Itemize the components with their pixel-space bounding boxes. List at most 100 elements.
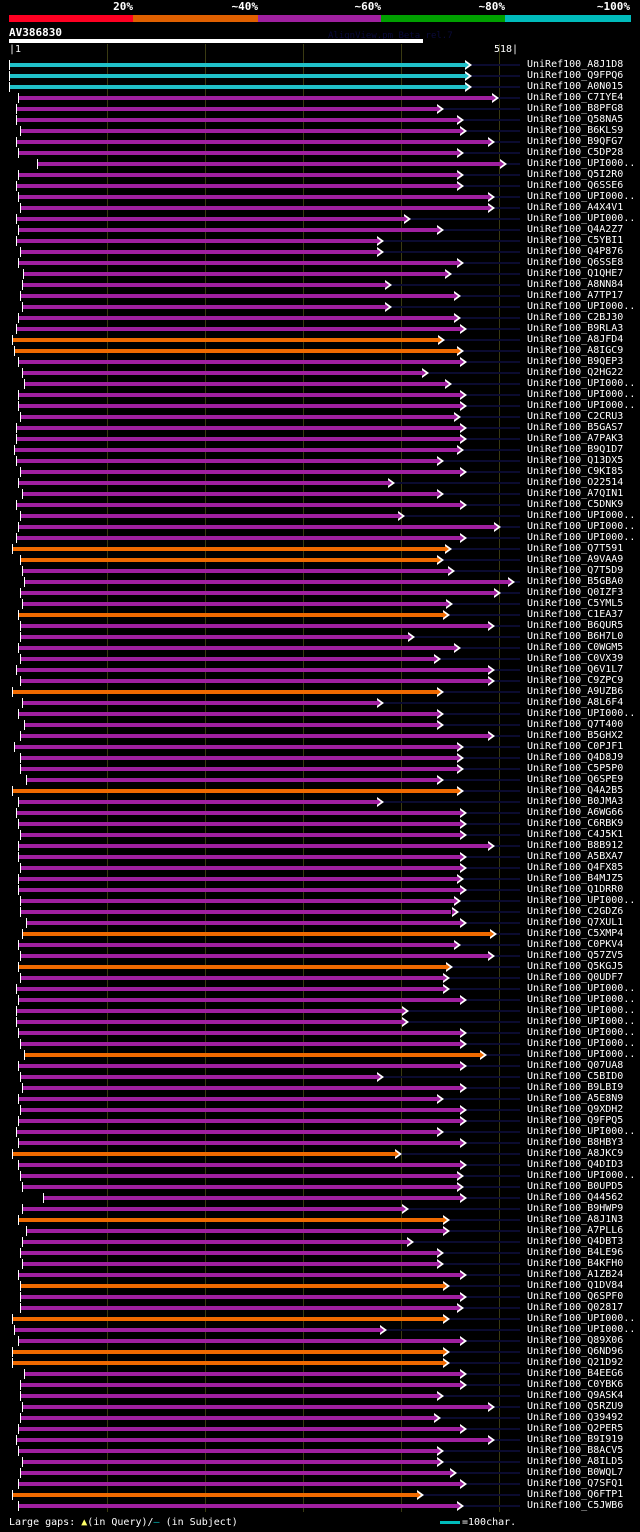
alignment-bar[interactable] [18, 404, 461, 408]
hit-row[interactable]: UniRef100_A8NN84 [0, 279, 640, 291]
alignment-bar[interactable] [20, 1174, 458, 1178]
hit-label[interactable]: UniRef100_B4LE96 [527, 1247, 624, 1258]
alignment-bar[interactable] [20, 1471, 450, 1475]
alignment-bar[interactable] [18, 1449, 437, 1453]
hit-label[interactable]: UniRef100_Q4A2B5 [527, 785, 624, 796]
alignment-bar[interactable] [18, 943, 455, 947]
hit-label[interactable]: UniRef100_UPI000.. [527, 510, 636, 521]
alignment-bar[interactable] [18, 261, 458, 265]
alignment-bar[interactable] [18, 525, 495, 529]
hit-label[interactable]: UniRef100_Q6V1L7 [527, 664, 624, 675]
hit-row[interactable]: UniRef100_UPI000.. [0, 400, 640, 412]
hit-label[interactable]: UniRef100_A7PAK3 [527, 433, 624, 444]
hit-row[interactable]: UniRef100_B8PFG8 [0, 103, 640, 115]
hit-label[interactable]: UniRef100_B9QFG7 [527, 136, 624, 147]
hit-row[interactable]: UniRef100_C7IYE4 [0, 92, 640, 104]
alignment-bar[interactable] [16, 239, 378, 243]
alignment-bar[interactable] [20, 910, 452, 914]
hit-row[interactable]: UniRef100_B9RLA3 [0, 323, 640, 335]
alignment-bar[interactable] [18, 877, 458, 881]
hit-row[interactable]: UniRef100_Q5RZU9 [0, 1401, 640, 1413]
hit-row[interactable]: UniRef100_Q9FPQ5 [0, 1115, 640, 1127]
alignment-bar[interactable] [20, 1383, 461, 1387]
hit-label[interactable]: UniRef100_Q21D92 [527, 1357, 624, 1368]
alignment-bar[interactable] [18, 844, 488, 848]
hit-row[interactable]: UniRef100_Q6SSE6 [0, 180, 640, 192]
alignment-bar[interactable] [12, 1493, 418, 1497]
alignment-bar[interactable] [22, 1460, 437, 1464]
hit-row[interactable]: UniRef100_Q6FTP1 [0, 1489, 640, 1501]
hit-label[interactable]: UniRef100_Q7SFQ1 [527, 1478, 624, 1489]
hit-row[interactable]: UniRef100_C5DP28 [0, 147, 640, 159]
hit-row[interactable]: UniRef100_A6WG66 [0, 807, 640, 819]
hit-label[interactable]: UniRef100_Q6FTP1 [527, 1489, 624, 1500]
hit-row[interactable]: UniRef100_A7TP17 [0, 290, 640, 302]
hit-row[interactable]: UniRef100_A9UZB6 [0, 686, 640, 698]
hit-label[interactable]: UniRef100_UPI000.. [527, 1027, 636, 1038]
alignment-bar[interactable] [38, 162, 501, 166]
alignment-bar[interactable] [18, 1141, 461, 1145]
hit-row[interactable]: UniRef100_Q07UA8 [0, 1060, 640, 1072]
hit-row[interactable]: UniRef100_UPI000.. [0, 213, 640, 225]
hit-label[interactable]: UniRef100_B6QUR5 [527, 620, 624, 631]
hit-label[interactable]: UniRef100_Q02817 [527, 1302, 624, 1313]
hit-label[interactable]: UniRef100_C5JWB6 [527, 1500, 624, 1511]
hit-row[interactable]: UniRef100_C5JWB6 [0, 1500, 640, 1512]
alignment-bar[interactable] [10, 74, 466, 78]
hit-row[interactable]: UniRef100_Q4D8J9 [0, 752, 640, 764]
hit-row[interactable]: UniRef100_UPI000.. [0, 521, 640, 533]
hit-row[interactable]: UniRef100_C0YBK6 [0, 1379, 640, 1391]
alignment-bar[interactable] [22, 492, 437, 496]
hit-row[interactable]: UniRef100_B5GAS7 [0, 422, 640, 434]
hit-row[interactable]: UniRef100_A1ZB24 [0, 1269, 640, 1281]
hit-label[interactable]: UniRef100_Q4DBT3 [527, 1236, 624, 1247]
hit-row[interactable]: UniRef100_Q7T400 [0, 719, 640, 731]
hit-row[interactable]: UniRef100_B0JMA3 [0, 796, 640, 808]
alignment-bar[interactable] [18, 1427, 461, 1431]
hit-label[interactable]: UniRef100_B8ACV5 [527, 1445, 624, 1456]
hit-row[interactable]: UniRef100_Q4A2Z7 [0, 224, 640, 236]
alignment-bar[interactable] [16, 1020, 402, 1024]
hit-row[interactable]: UniRef100_UPI000.. [0, 895, 640, 907]
hit-label[interactable]: UniRef100_Q4DID3 [527, 1159, 624, 1170]
hit-row[interactable]: UniRef100_Q2HG22 [0, 367, 640, 379]
hit-label[interactable]: UniRef100_UPI000.. [527, 301, 636, 312]
alignment-bar[interactable] [26, 1229, 443, 1233]
alignment-bar[interactable] [16, 107, 437, 111]
hit-label[interactable]: UniRef100_C1EA37 [527, 609, 624, 620]
hit-row[interactable]: UniRef100_UPI000.. [0, 708, 640, 720]
hit-label[interactable]: UniRef100_A5E8N9 [527, 1093, 624, 1104]
hit-row[interactable]: UniRef100_C0PJF1 [0, 741, 640, 753]
hit-row[interactable]: UniRef100_Q4A2B5 [0, 785, 640, 797]
hit-label[interactable]: UniRef100_Q6SSE6 [527, 180, 624, 191]
hit-label[interactable]: UniRef100_A8IGC9 [527, 345, 624, 356]
hit-label[interactable]: UniRef100_C0WGM5 [527, 642, 624, 653]
hit-label[interactable]: UniRef100_UPI000.. [527, 213, 636, 224]
hit-row[interactable]: UniRef100_Q7XUL1 [0, 917, 640, 929]
hit-row[interactable]: UniRef100_C5YML5 [0, 598, 640, 610]
hit-label[interactable]: UniRef100_UPI000.. [527, 708, 636, 719]
hit-row[interactable]: UniRef100_UPI000.. [0, 994, 640, 1006]
hit-label[interactable]: UniRef100_Q1DV84 [527, 1280, 624, 1291]
hit-row[interactable]: UniRef100_Q44562 [0, 1192, 640, 1204]
alignment-bar[interactable] [22, 1207, 402, 1211]
hit-label[interactable]: UniRef100_UPI000.. [527, 1049, 636, 1060]
alignment-bar[interactable] [16, 459, 437, 463]
alignment-bar[interactable] [12, 690, 437, 694]
alignment-bar[interactable] [22, 1240, 407, 1244]
hit-label[interactable]: UniRef100_UPI000.. [527, 521, 636, 532]
hit-label[interactable]: UniRef100_B9I919 [527, 1434, 624, 1445]
hit-row[interactable]: UniRef100_C4J5K1 [0, 829, 640, 841]
alignment-bar[interactable] [16, 184, 458, 188]
hit-label[interactable]: UniRef100_B4MJZ5 [527, 873, 624, 884]
alignment-bar[interactable] [18, 1482, 461, 1486]
alignment-bar[interactable] [44, 1196, 461, 1200]
hit-row[interactable]: UniRef100_C5P5P0 [0, 763, 640, 775]
alignment-bar[interactable] [16, 1009, 402, 1013]
hit-label[interactable]: UniRef100_B8PFG8 [527, 103, 624, 114]
hit-label[interactable]: UniRef100_A9VAA9 [527, 554, 624, 565]
alignment-bar[interactable] [20, 591, 495, 595]
hit-label[interactable]: UniRef100_C2BJ30 [527, 312, 624, 323]
hit-row[interactable]: UniRef100_Q6SSE8 [0, 257, 640, 269]
hit-row[interactable]: UniRef100_C6RBK9 [0, 818, 640, 830]
